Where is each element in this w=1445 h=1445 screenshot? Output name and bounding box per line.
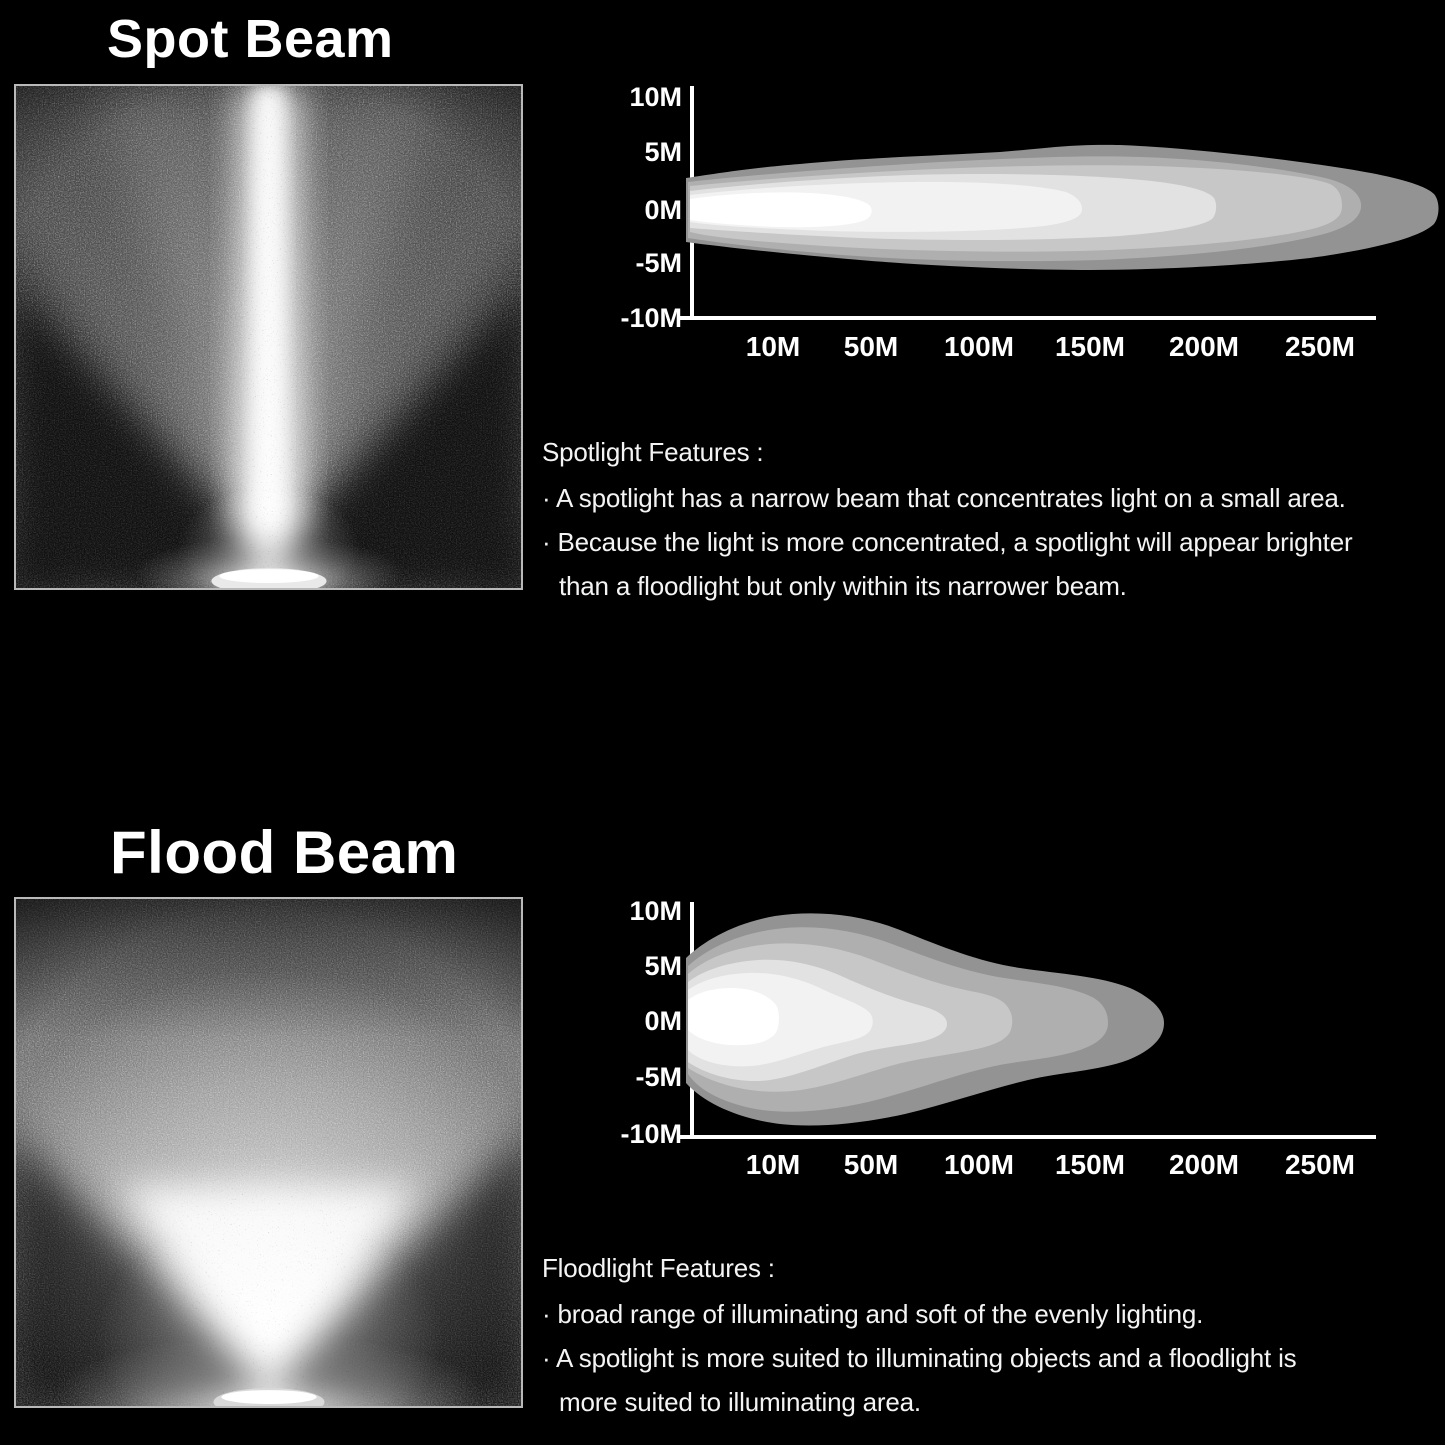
x-tick-label: 50M xyxy=(844,1149,898,1180)
vignette xyxy=(16,899,521,1406)
x-tick-label: 150M xyxy=(1055,331,1125,362)
y-tick-label: 5M xyxy=(644,137,682,167)
x-tick-label: 10M xyxy=(746,331,800,362)
y-tick-label: 10M xyxy=(629,896,682,926)
beam-contour xyxy=(690,192,872,228)
x-tick-label: 250M xyxy=(1285,331,1355,362)
y-tick-label: -5M xyxy=(636,1062,683,1092)
spot-chart-y-tick-labels: 10M 5M 0M -5M -10M xyxy=(620,82,682,333)
spot-beam-photo-image xyxy=(16,86,521,588)
spotlight-feature-line: · A spotlight has a narrow beam that con… xyxy=(542,483,1346,513)
spot-beam-title: Spot Beam xyxy=(107,9,394,69)
spotlight-features: Spotlight Features : · A spotlight has a… xyxy=(542,430,1353,608)
spot-beam-pattern-chart: 10M 5M 0M -5M -10M 10M 50M 100M 150M 200… xyxy=(620,82,1439,362)
x-tick-label: 250M xyxy=(1285,1149,1355,1180)
flood-beam-title: Flood Beam xyxy=(110,819,459,886)
floodlight-feature-line: more suited to illuminating area. xyxy=(559,1387,921,1417)
x-tick-label: 50M xyxy=(844,331,898,362)
floodlight-features-heading: Floodlight Features : xyxy=(542,1253,775,1283)
x-tick-label: 100M xyxy=(944,1149,1014,1180)
x-tick-label: 150M xyxy=(1055,1149,1125,1180)
flood-chart-y-tick-labels: 10M 5M 0M -5M -10M xyxy=(620,896,682,1149)
x-tick-label: 100M xyxy=(944,331,1014,362)
x-tick-label: 200M xyxy=(1169,331,1239,362)
y-tick-label: -10M xyxy=(620,303,682,333)
light-source-lamp xyxy=(213,1388,325,1406)
y-tick-label: 0M xyxy=(644,1006,682,1036)
beam-contour xyxy=(688,988,779,1046)
y-tick-label: 5M xyxy=(644,951,682,981)
light-source-lamp xyxy=(211,568,327,588)
flood-beam-contours xyxy=(686,913,1164,1126)
spotlight-feature-line: than a floodlight but only within its na… xyxy=(559,571,1127,601)
spot-chart-x-tick-labels: 10M 50M 100M 150M 200M 250M xyxy=(746,331,1355,362)
y-tick-label: 0M xyxy=(644,195,682,225)
y-tick-label: -10M xyxy=(620,1119,682,1149)
spotlight-features-heading: Spotlight Features : xyxy=(542,437,764,467)
flood-beam-pattern-chart: 10M 5M 0M -5M -10M 10M 50M 100M 150M 200… xyxy=(620,896,1376,1180)
flood-chart-x-tick-labels: 10M 50M 100M 150M 200M 250M xyxy=(746,1149,1355,1180)
flood-beam-photo-image xyxy=(16,899,521,1406)
spot-beam-contours xyxy=(686,144,1439,270)
y-tick-label: -5M xyxy=(636,248,683,278)
floodlight-feature-line: · broad range of illuminating and soft o… xyxy=(542,1299,1204,1329)
spot-beam-photo xyxy=(14,84,523,590)
x-tick-label: 200M xyxy=(1169,1149,1239,1180)
flood-beam-photo xyxy=(14,897,523,1408)
x-tick-label: 10M xyxy=(746,1149,800,1180)
y-tick-label: 10M xyxy=(629,82,682,112)
floodlight-features: Floodlight Features : · broad range of i… xyxy=(542,1246,1297,1424)
vignette xyxy=(16,86,521,588)
spotlight-feature-line: · Because the light is more concentrated… xyxy=(542,527,1353,557)
floodlight-feature-line: · A spotlight is more suited to illumina… xyxy=(542,1343,1297,1373)
